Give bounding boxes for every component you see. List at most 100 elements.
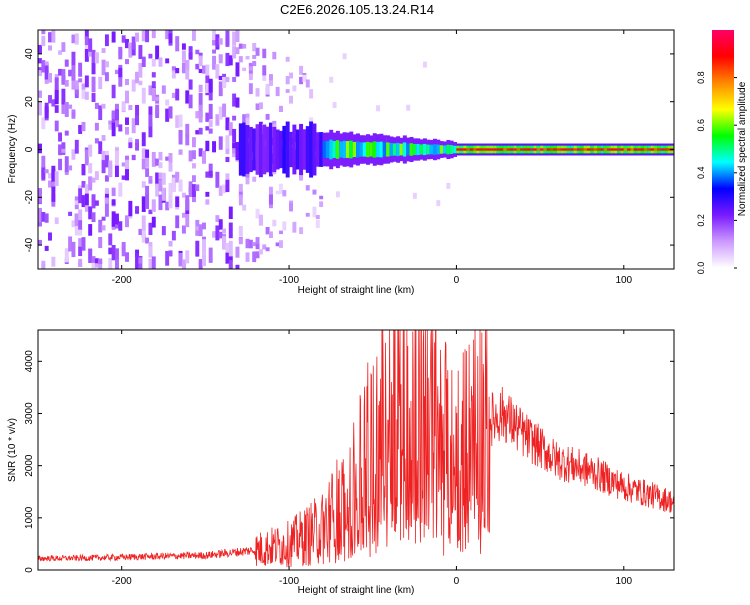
heatmap-cell xyxy=(222,236,227,250)
heatmap-cell xyxy=(38,90,42,98)
heatmap-cell xyxy=(168,106,173,119)
heatmap-cell xyxy=(195,49,200,55)
heatmap-cell xyxy=(473,148,478,151)
heatmap-cell xyxy=(262,48,267,59)
spectrogram-y-tick-label: -40 xyxy=(24,237,35,252)
heatmap-cell xyxy=(232,142,237,149)
heatmap-cell xyxy=(165,201,170,211)
heatmap-cell xyxy=(135,139,140,145)
heatmap-cell xyxy=(218,185,223,196)
heatmap-cell xyxy=(64,59,69,67)
heatmap-cell xyxy=(406,104,411,111)
snr-x-tick-label: -100 xyxy=(279,576,299,587)
heatmap-cell xyxy=(232,31,237,46)
spectrogram-y-tick-label: 40 xyxy=(24,48,35,60)
heatmap-cell xyxy=(51,165,56,182)
heatmap-cell xyxy=(178,179,183,192)
heatmap-cell xyxy=(138,62,143,78)
heatmap-cell xyxy=(168,155,173,172)
heatmap-cell xyxy=(215,225,220,241)
heatmap-cell xyxy=(128,104,133,111)
heatmap-cell xyxy=(51,181,56,191)
heatmap-cell xyxy=(91,256,96,263)
heatmap-cell xyxy=(91,261,96,269)
heatmap-cell xyxy=(402,142,407,157)
heatmap-cell xyxy=(643,148,648,151)
heatmap-cell xyxy=(212,231,217,238)
heatmap-cell xyxy=(252,128,257,171)
heatmap-cell xyxy=(232,128,237,143)
heatmap-cell xyxy=(285,76,290,85)
heatmap-cell xyxy=(185,211,190,228)
heatmap-cell xyxy=(68,165,73,171)
heatmap-cell xyxy=(74,80,79,94)
heatmap-cell xyxy=(54,105,59,113)
heatmap-cell xyxy=(161,172,166,185)
heatmap-cell xyxy=(181,43,186,50)
heatmap-cell xyxy=(178,252,183,266)
heatmap-cell xyxy=(563,148,568,151)
heatmap-cell xyxy=(111,245,116,261)
heatmap-cell xyxy=(68,211,73,216)
heatmap-cell xyxy=(188,181,193,198)
heatmap-cell xyxy=(228,122,233,136)
heatmap-cell xyxy=(135,104,140,121)
heatmap-cell xyxy=(376,105,381,112)
colorbar-tick-label: 0.4 xyxy=(696,167,706,180)
heatmap-cell xyxy=(493,148,498,151)
heatmap-cell xyxy=(191,137,196,148)
heatmap-cell xyxy=(51,186,56,202)
heatmap-cell xyxy=(396,142,401,157)
heatmap-cell xyxy=(292,124,297,175)
heatmap-cell xyxy=(108,247,113,255)
heatmap-cell xyxy=(181,192,186,198)
heatmap-cell xyxy=(108,160,113,177)
heatmap-cell xyxy=(456,148,461,151)
heatmap-cell xyxy=(202,254,206,267)
heatmap-cell xyxy=(78,124,83,134)
heatmap-cell xyxy=(426,144,431,155)
heatmap-cell xyxy=(315,215,320,219)
snr-x-label: Height of straight line (km) xyxy=(298,585,415,596)
heatmap-cell xyxy=(309,89,314,99)
heatmap-cell xyxy=(225,242,230,255)
heatmap-cell xyxy=(78,238,83,248)
heatmap-cell xyxy=(145,149,150,158)
heatmap-cell xyxy=(603,148,608,151)
heatmap-cell xyxy=(51,30,56,43)
heatmap-cell xyxy=(185,90,190,104)
heatmap-cell xyxy=(235,142,240,151)
heatmap-cell xyxy=(51,256,56,267)
heatmap-cell xyxy=(600,148,605,151)
heatmap-cell xyxy=(299,76,304,85)
heatmap-cell xyxy=(627,148,632,151)
heatmap-cell xyxy=(125,78,129,86)
heatmap-cell xyxy=(610,148,615,151)
heatmap-cell xyxy=(54,89,59,100)
heatmap-cell xyxy=(536,148,541,151)
heatmap-cell xyxy=(101,48,106,53)
heatmap-cell xyxy=(212,30,217,41)
heatmap-cell xyxy=(155,104,160,114)
heatmap-cell xyxy=(48,172,52,179)
heatmap-cell xyxy=(158,194,163,211)
heatmap-cell xyxy=(141,181,146,188)
heatmap-cell xyxy=(125,59,129,65)
heatmap-cell xyxy=(573,148,578,151)
heatmap-cell xyxy=(252,176,257,182)
heatmap-cell xyxy=(111,110,116,119)
heatmap-cell xyxy=(128,137,133,143)
heatmap-cell xyxy=(195,111,200,119)
heatmap-cell xyxy=(312,123,317,176)
heatmap-cell xyxy=(225,117,230,131)
heatmap-cell xyxy=(275,190,280,195)
heatmap-cell xyxy=(566,148,571,151)
heatmap-cell xyxy=(88,248,93,263)
heatmap-cell xyxy=(279,130,283,169)
heatmap-cell xyxy=(61,101,66,114)
heatmap-cell xyxy=(165,30,170,40)
heatmap-cell xyxy=(185,67,190,80)
heatmap-cell xyxy=(191,184,196,197)
heatmap-cell xyxy=(141,229,146,243)
heatmap-cell xyxy=(104,197,109,204)
